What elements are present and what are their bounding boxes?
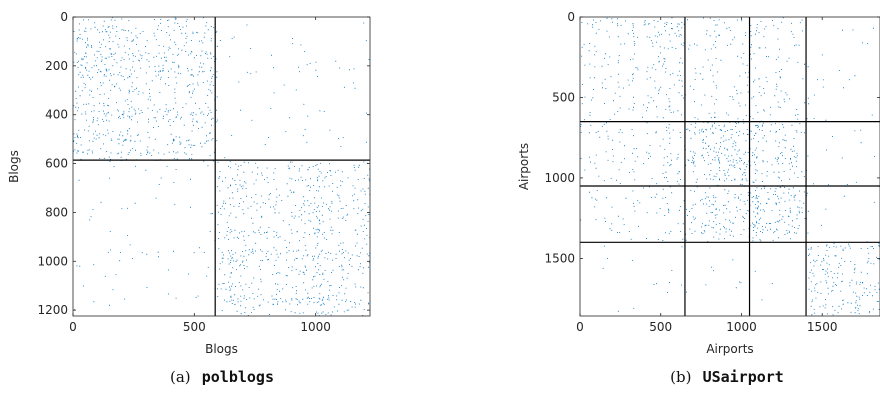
chart-a-x-tick-label: 0 (69, 320, 77, 334)
chart-a-x-ticks: 0 500 1000 (69, 17, 331, 334)
chart-a-y-axis-label: Blogs (7, 150, 21, 183)
chart-b-x-tick-label: 1000 (726, 320, 757, 334)
chart-b-y-tick-label: 1500 (544, 251, 575, 265)
chart-a-y-tick-label: 400 (45, 108, 68, 122)
chart-a-y-tick-label: 600 (45, 157, 68, 171)
chart-b-caption-name: USairport (703, 368, 784, 386)
chart-a-x-tick-label: 1000 (300, 320, 331, 334)
chart-a-y-tick-label: 200 (45, 59, 68, 73)
chart-b-dot-field (580, 17, 880, 316)
chart-b: 0 500 1000 1500 0 500 1000 1500 Airports Airpo… (517, 10, 880, 386)
chart-a-x-axis-label: Blogs (205, 342, 238, 356)
chart-b-x-ticks: 0 500 1000 1500 (576, 17, 837, 334)
chart-b-caption: (b) USairport (670, 367, 784, 386)
chart-a: 0 500 1000 0 200 400 600 800 1000 1200 Blogs Blo… (7, 10, 371, 386)
chart-b-y-tick-label: 500 (552, 90, 575, 104)
chart-b-dots (580, 17, 880, 316)
chart-b-x-tick-label: 500 (649, 320, 672, 334)
chart-a-y-tick-label: 800 (45, 205, 68, 219)
chart-a-caption-prefix: (a) (170, 368, 191, 386)
chart-b-y-tick-label: 1000 (544, 171, 575, 185)
chart-a-y-tick-label: 1000 (37, 254, 68, 268)
chart-b-x-tick-label: 1500 (807, 320, 838, 334)
chart-a-caption: (a) polblogs (170, 367, 274, 386)
chart-b-y-axis-label: Airports (517, 143, 531, 190)
chart-b-x-axis-label: Airports (706, 342, 753, 356)
chart-b-block-boundaries (580, 17, 880, 316)
chart-b-y-ticks: 0 500 1000 1500 (544, 10, 880, 265)
chart-a-frame (72, 16, 371, 317)
chart-a-y-ticks: 0 200 400 600 800 1000 1200 (37, 10, 370, 317)
chart-b-frame (579, 16, 880, 317)
chart-a-block-boundaries (73, 17, 370, 316)
chart-b-x-tick-label: 0 (576, 320, 584, 334)
chart-a-y-tick-label: 1200 (37, 303, 68, 317)
chart-a-dot-field (73, 17, 371, 316)
chart-a-dots (73, 17, 371, 316)
chart-a-x-tick-label: 500 (183, 320, 206, 334)
chart-a-caption-name: polblogs (202, 368, 274, 386)
chart-a-y-tick-label: 0 (60, 10, 68, 24)
chart-b-caption-prefix: (b) (670, 368, 691, 386)
chart-b-y-tick-label: 0 (567, 10, 575, 24)
